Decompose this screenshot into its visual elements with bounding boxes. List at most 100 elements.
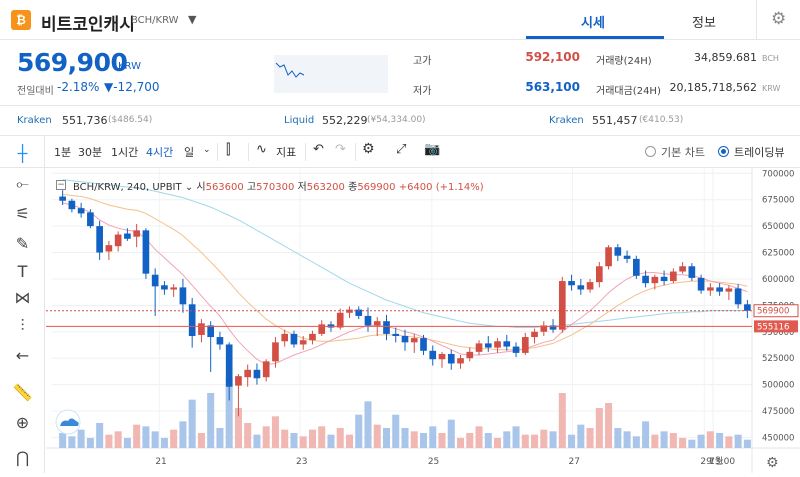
tab-info[interactable]: 정보 bbox=[692, 16, 716, 31]
arrow-left-icon[interactable]: ← bbox=[15, 346, 30, 365]
fib-tool-icon[interactable]: ⚟ bbox=[15, 204, 30, 223]
brush-icon[interactable]: ✎ bbox=[15, 234, 30, 253]
pattern-icon[interactable]: ⋈ bbox=[14, 288, 31, 307]
candle-body bbox=[595, 266, 603, 283]
price-chart[interactable]: 7000006750006500006250006000005750005500… bbox=[46, 168, 800, 473]
volume-bar bbox=[457, 438, 465, 448]
volume-bar bbox=[244, 423, 252, 448]
divider bbox=[248, 143, 249, 161]
legend-low: 563200 bbox=[306, 182, 345, 193]
x-tick-label: 27 bbox=[568, 457, 579, 467]
candle-body bbox=[716, 287, 723, 292]
trend-line-icon[interactable]: ⟜ bbox=[16, 174, 29, 193]
y-tick-label: 550000 bbox=[762, 328, 794, 338]
y-tick-label: 650000 bbox=[762, 222, 794, 232]
ruler-icon[interactable]: 📏 bbox=[12, 383, 33, 402]
candle-body bbox=[170, 287, 177, 290]
settings-icon[interactable]: ⚙ bbox=[362, 141, 375, 157]
candle-body bbox=[142, 230, 150, 274]
fullscreen-icon[interactable]: ⤢ bbox=[396, 142, 407, 157]
volume-bar bbox=[114, 431, 122, 448]
chart-canvas[interactable]: 7000006750006500006250006000005750005500… bbox=[46, 168, 800, 473]
volume-unit: BCH bbox=[762, 54, 779, 63]
legend-chevron-icon[interactable]: ⌄ bbox=[184, 182, 197, 193]
candle-body bbox=[96, 226, 103, 253]
candle-body bbox=[623, 255, 631, 259]
crosshair-icon[interactable]: ┼ bbox=[17, 144, 28, 163]
tradingview-radio[interactable] bbox=[718, 146, 729, 157]
candle-body bbox=[244, 369, 252, 378]
reference-price-tag bbox=[754, 320, 798, 333]
gear-icon[interactable]: ⚙ bbox=[771, 9, 787, 29]
text-tool-icon[interactable]: T bbox=[17, 262, 28, 281]
volume-bar bbox=[586, 428, 594, 448]
legend-change: +6400 (+1.14%) bbox=[398, 182, 484, 193]
interval-4h[interactable]: 4시간 bbox=[146, 146, 174, 159]
volume-bar bbox=[327, 434, 335, 448]
interval-1m[interactable]: 1분 bbox=[54, 146, 72, 159]
tradingview-label[interactable]: 트레이딩뷰 bbox=[734, 146, 785, 159]
volume-bar bbox=[614, 428, 622, 448]
legend-close: 569900 bbox=[357, 182, 396, 193]
top-bar: ₿ 비트코인캐시 BCH/KRW ▼ 시세 정보 ⚙ bbox=[0, 0, 800, 40]
measure-icon[interactable]: ⫶ bbox=[20, 316, 25, 335]
interval-30m[interactable]: 30분 bbox=[78, 146, 103, 159]
volume-bar bbox=[429, 426, 437, 448]
volume-bar bbox=[77, 429, 85, 448]
interval-day[interactable]: 일 bbox=[184, 146, 195, 159]
high-price: 592,100 bbox=[525, 50, 580, 64]
chart-settings-icon[interactable]: ⚙ bbox=[766, 455, 779, 471]
volume-bar bbox=[290, 433, 298, 448]
low-label: 저가 bbox=[413, 86, 432, 97]
volume-bar bbox=[716, 433, 724, 448]
camera-icon[interactable]: 📷 bbox=[424, 142, 441, 157]
candle-body bbox=[253, 369, 261, 379]
chevron-down-icon[interactable]: ▼ bbox=[188, 13, 197, 26]
x-tick-label: 13:00 bbox=[709, 457, 735, 467]
y-tick-label: 500000 bbox=[762, 381, 794, 391]
interval-1h[interactable]: 1시간 bbox=[111, 146, 139, 159]
interval-dropdown-icon[interactable]: ⌄ bbox=[203, 145, 211, 155]
volume-bar bbox=[484, 433, 492, 448]
tab-market[interactable]: 시세 bbox=[581, 16, 605, 31]
volume-bar bbox=[364, 401, 372, 448]
volume-bar bbox=[688, 439, 696, 448]
indicator-icon[interactable]: ∿ bbox=[256, 142, 267, 157]
candle-body bbox=[457, 358, 464, 364]
undo-icon[interactable]: ↶ bbox=[313, 142, 324, 157]
candle-body bbox=[670, 271, 677, 282]
redo-icon[interactable]: ↷ bbox=[335, 142, 346, 157]
volume-bar bbox=[512, 426, 520, 448]
volume-value: 34,859.681 bbox=[694, 51, 757, 64]
magnet-icon[interactable]: ⋂ bbox=[15, 448, 30, 467]
basic-chart-radio[interactable] bbox=[645, 146, 656, 157]
divider bbox=[305, 143, 306, 161]
indicator-button[interactable]: 지표 bbox=[276, 146, 297, 159]
divider bbox=[217, 143, 218, 161]
volume-bar bbox=[401, 428, 409, 448]
volume-bar bbox=[494, 438, 502, 448]
volume-bar bbox=[697, 434, 705, 448]
exchange-prices: Kraken 551,736 ($486.54) Liquid 552,229 … bbox=[0, 106, 800, 136]
volume-bar bbox=[521, 434, 529, 448]
candle-body bbox=[503, 341, 511, 347]
legend-high: 570300 bbox=[256, 182, 295, 193]
volume-bar bbox=[216, 428, 224, 448]
zoom-in-icon[interactable]: ⊕ bbox=[15, 413, 30, 432]
volume-bar bbox=[142, 426, 150, 448]
candle-body bbox=[410, 338, 418, 343]
candle-type-icon[interactable]: ⫿ bbox=[226, 142, 231, 158]
collapse-icon[interactable]: − bbox=[56, 180, 66, 190]
candle-body bbox=[272, 342, 279, 362]
basic-chart-label[interactable]: 기본 차트 bbox=[661, 146, 705, 159]
legend-close-label: 종 bbox=[348, 182, 358, 193]
candle-body bbox=[114, 234, 122, 247]
volume-bar bbox=[86, 438, 94, 448]
volume-bar bbox=[271, 416, 279, 448]
volume-bar bbox=[725, 436, 733, 448]
coin-name[interactable]: 비트코인캐시 bbox=[41, 15, 135, 35]
candle-body bbox=[309, 333, 316, 341]
volume-bar bbox=[308, 429, 316, 448]
volume-bar bbox=[262, 426, 270, 448]
mini-chart-line bbox=[275, 62, 305, 78]
